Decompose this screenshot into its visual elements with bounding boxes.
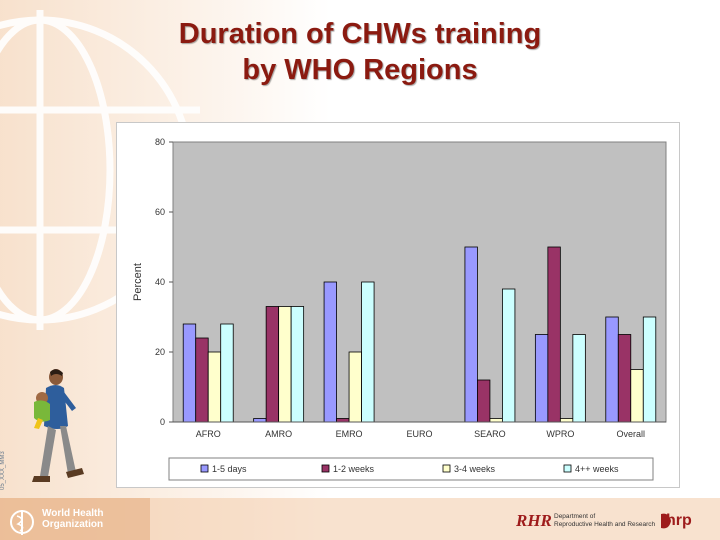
bar <box>348 351 362 423</box>
bar <box>534 334 549 423</box>
rhr-dept-line1: Department of <box>554 513 596 520</box>
bar <box>559 418 574 423</box>
hrp-logo: hrp <box>666 512 692 529</box>
who-line2: Organization <box>42 519 104 530</box>
y-tick-label: 20 <box>155 347 165 357</box>
x-tick-label: SEARO <box>474 429 506 439</box>
legend-swatch <box>200 464 209 473</box>
x-tick-label: EURO <box>406 429 432 439</box>
y-tick-label: 40 <box>155 277 165 287</box>
slide-title-line2: by WHO Regions <box>242 54 478 86</box>
legend-swatch <box>442 464 451 473</box>
hrp-emblem-icon <box>661 513 671 529</box>
bar <box>323 281 337 423</box>
bar <box>547 246 561 423</box>
slide-title: Duration of CHWs training by WHO Regions <box>100 16 620 88</box>
y-tick-label: 0 <box>160 417 165 427</box>
legend-label: 3-4 weeks <box>454 464 496 474</box>
plot-area <box>172 141 667 423</box>
y-tick-label: 80 <box>155 137 165 147</box>
bar <box>278 306 292 423</box>
bar <box>630 369 644 423</box>
bar <box>572 334 586 423</box>
bar <box>642 316 657 423</box>
rhr-logo: RHR <box>516 511 552 530</box>
rhr-dept-line2: Reproductive Health and Research <box>554 521 656 528</box>
who-line1: World Health <box>42 508 104 519</box>
legend-label: 1-2 weeks <box>333 464 375 474</box>
x-tick-label: AFRO <box>196 429 221 439</box>
bar-chart: 0 20 40 60 80 Percent AFRO AMRO EMRO EURO SEARO WPR… <box>132 137 667 481</box>
bar <box>207 351 222 423</box>
bar <box>617 334 632 423</box>
bar <box>265 306 280 423</box>
chart-container: 0 20 40 60 80 Percent AFRO AMRO EMRO EURO SEARO WPR… <box>116 122 680 488</box>
slide-id: 05_XXX_MM3 <box>0 451 6 490</box>
bar <box>195 337 209 423</box>
who-emblem-icon <box>10 510 34 535</box>
legend-swatch <box>321 464 330 473</box>
who-footer <box>0 505 130 540</box>
who-logo-text: World Health Organization <box>42 508 103 530</box>
bar <box>464 246 478 423</box>
health-worker-illustration <box>32 369 84 482</box>
bar <box>336 418 350 423</box>
bar <box>489 418 503 423</box>
legend-label: 1-5 days <box>212 464 247 474</box>
bar <box>290 306 305 423</box>
bar <box>220 323 234 423</box>
y-axis-label: Percent <box>132 263 144 301</box>
legend-box <box>168 457 654 481</box>
bar <box>605 316 619 423</box>
x-tick-label: AMRO <box>265 429 292 439</box>
bar <box>502 288 516 423</box>
bar <box>477 379 491 423</box>
rhr-department-text: Department of Reproductive Health and Re… <box>554 513 655 529</box>
legend-label: 4++ weeks <box>575 464 619 474</box>
y-tick-label: 60 <box>155 207 165 217</box>
bar <box>361 281 375 423</box>
x-tick-label: Overall <box>617 429 646 439</box>
bar <box>182 323 197 423</box>
bar <box>253 418 267 423</box>
x-tick-label: EMRO <box>336 429 363 439</box>
x-tick-label: WPRO <box>546 429 574 439</box>
slide-title-line1: Duration of CHWs training <box>178 18 542 50</box>
legend-swatch <box>563 464 572 473</box>
